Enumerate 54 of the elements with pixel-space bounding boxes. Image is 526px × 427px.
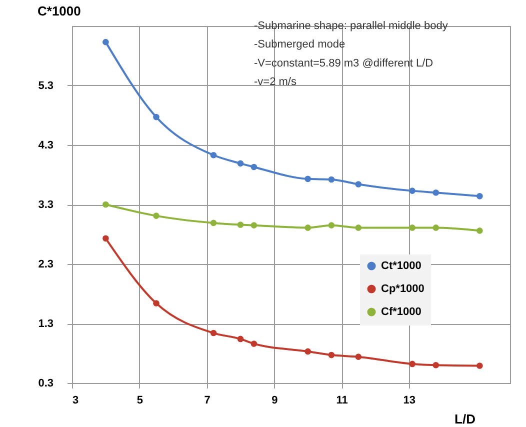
x-tick-label: 3: [72, 394, 79, 406]
x-tick-label: 7: [204, 394, 210, 406]
point: [409, 360, 416, 368]
point: [102, 38, 109, 46]
y-tick-label: 4.3: [38, 140, 54, 152]
y-tick-label: 1.3: [38, 318, 54, 330]
point: [237, 160, 244, 167]
point: [409, 224, 416, 231]
annotation: -v=2 m/s: [254, 76, 297, 88]
point: [328, 176, 335, 183]
point: [210, 330, 217, 336]
y-axis-title: C*1000: [38, 4, 81, 18]
point: [102, 235, 109, 242]
point: [432, 224, 440, 231]
y-tick-label: 5.3: [38, 80, 54, 92]
legend-label: Cp*1000: [381, 282, 424, 295]
point: [153, 300, 160, 306]
point: [304, 224, 312, 231]
legend-label: Cf*1000: [381, 306, 422, 318]
y-tick-label: 3.3: [38, 199, 54, 211]
point: [476, 228, 483, 234]
point: [409, 188, 416, 194]
x-tick-label: 13: [403, 394, 416, 406]
point: [328, 352, 335, 358]
point: [210, 152, 217, 158]
point: [153, 212, 160, 219]
point: [355, 354, 362, 360]
point: [304, 176, 312, 182]
y-tick-label: 0.3: [38, 378, 54, 390]
point: [237, 222, 244, 228]
point: [355, 181, 362, 188]
point: [328, 222, 335, 228]
point: [250, 222, 258, 228]
point: [237, 336, 244, 342]
point: [250, 164, 258, 170]
y-tick-label: 2.3: [38, 258, 54, 270]
point: [250, 340, 258, 347]
point: [102, 201, 109, 208]
point: [355, 224, 362, 231]
point: [476, 362, 483, 369]
point: [432, 189, 440, 196]
point: [304, 348, 312, 355]
x-tick-label: 9: [272, 394, 278, 406]
point: [432, 362, 440, 368]
annotation: -Submerged mode: [254, 38, 346, 51]
x-tick-label: 5: [136, 394, 143, 406]
point: [210, 220, 217, 226]
point: [476, 193, 483, 200]
annotation: -V=constant=5.89 m3 @different L/D: [254, 57, 434, 70]
x-tick-label: 11: [336, 394, 348, 406]
point: [153, 114, 160, 120]
legend-label: Ct*1000: [381, 260, 422, 272]
x-axis-title: L/D: [454, 412, 476, 426]
annotation: -Submarine shape: parallel middle body: [254, 20, 448, 32]
